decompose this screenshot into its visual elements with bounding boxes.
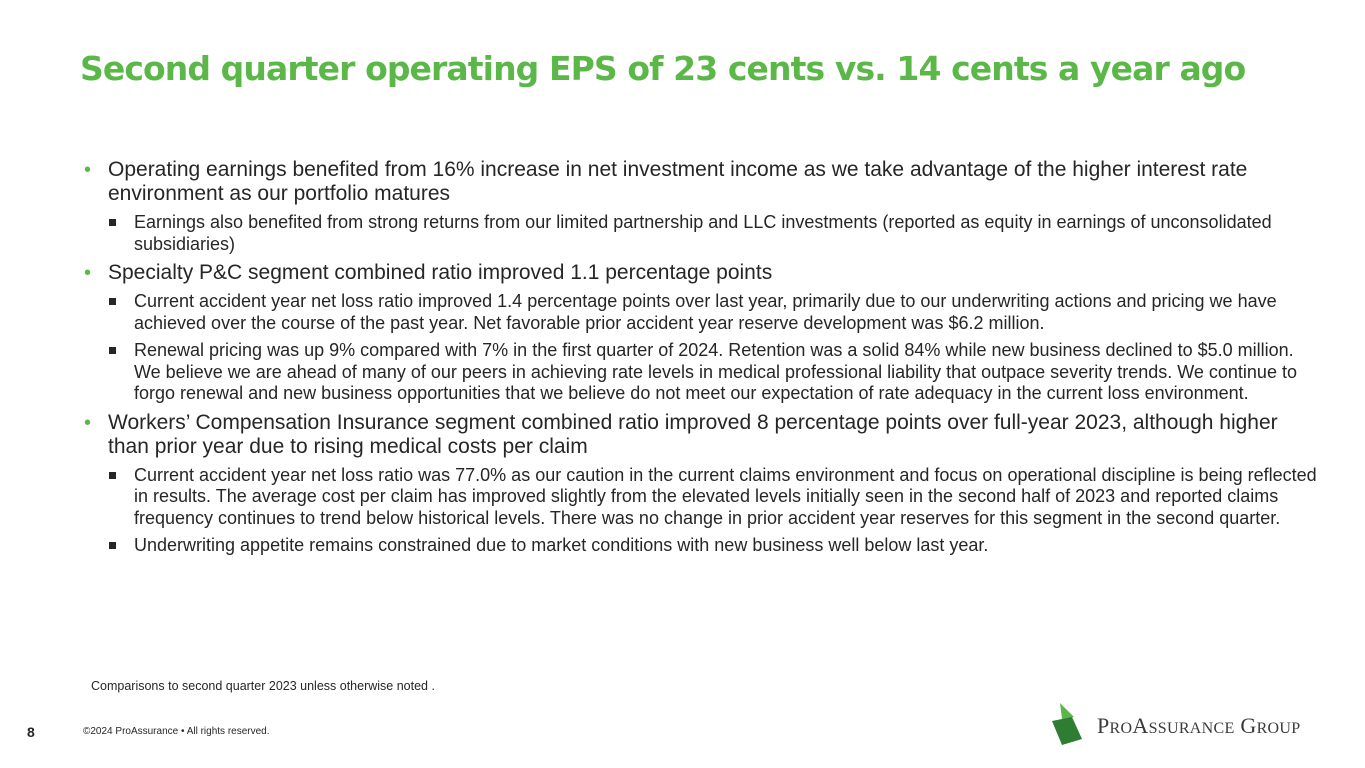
- sub-bullet-text: Earnings also benefited from strong retu…: [134, 212, 1272, 254]
- copyright-notice: ©2024 ProAssurance • All rights reserved…: [83, 726, 270, 737]
- sub-bullet-item: Current accident year net loss ratio was…: [84, 465, 1319, 530]
- logo-wordmark: PROASSURANCE GROUP: [1097, 713, 1301, 738]
- company-logo: PROASSURANCE GROUP: [1050, 703, 1330, 751]
- bullet-dot: •: [84, 262, 92, 284]
- sub-bullet-square: [109, 542, 116, 549]
- slide-title: Second quarter operating EPS of 23 cents…: [80, 49, 1246, 88]
- sub-bullet-item: Renewal pricing was up 9% compared with …: [84, 340, 1319, 405]
- footnote: Comparisons to second quarter 2023 unles…: [91, 679, 435, 693]
- bullet-text: Operating earnings benefited from 16% in…: [108, 158, 1248, 205]
- bullet-item: • Specialty P&C segment combined ratio i…: [84, 261, 1319, 285]
- sub-bullet-text: Current accident year net loss ratio was…: [134, 464, 1317, 528]
- bullet-text: Specialty P&C segment combined ratio imp…: [108, 261, 773, 284]
- page-number: 8: [27, 724, 35, 740]
- sub-bullet-square: [109, 298, 116, 305]
- sub-bullet-text: Current accident year net loss ratio imp…: [134, 291, 1277, 333]
- bullet-dot: •: [84, 159, 92, 181]
- sub-bullet-text: Renewal pricing was up 9% compared with …: [134, 340, 1297, 403]
- slide-body: • Operating earnings benefited from 16% …: [84, 158, 1319, 557]
- bullet-item: • Workers’ Compensation Insurance segmen…: [84, 411, 1319, 459]
- bullet-dot: •: [84, 411, 92, 434]
- logo-mark-icon: [1052, 703, 1082, 745]
- sub-bullet-item: Underwriting appetite remains constraine…: [84, 535, 1319, 557]
- sub-bullet-square: [109, 471, 116, 479]
- sub-bullet-item: Current accident year net loss ratio imp…: [84, 291, 1319, 334]
- sub-bullet-square: [109, 347, 116, 354]
- bullet-item: • Operating earnings benefited from 16% …: [84, 158, 1319, 206]
- sub-bullet-square: [109, 219, 116, 226]
- sub-bullet-text: Underwriting appetite remains constraine…: [134, 535, 989, 555]
- bullet-text: Workers’ Compensation Insurance segment …: [108, 410, 1278, 458]
- sub-bullet-item: Earnings also benefited from strong retu…: [84, 212, 1319, 255]
